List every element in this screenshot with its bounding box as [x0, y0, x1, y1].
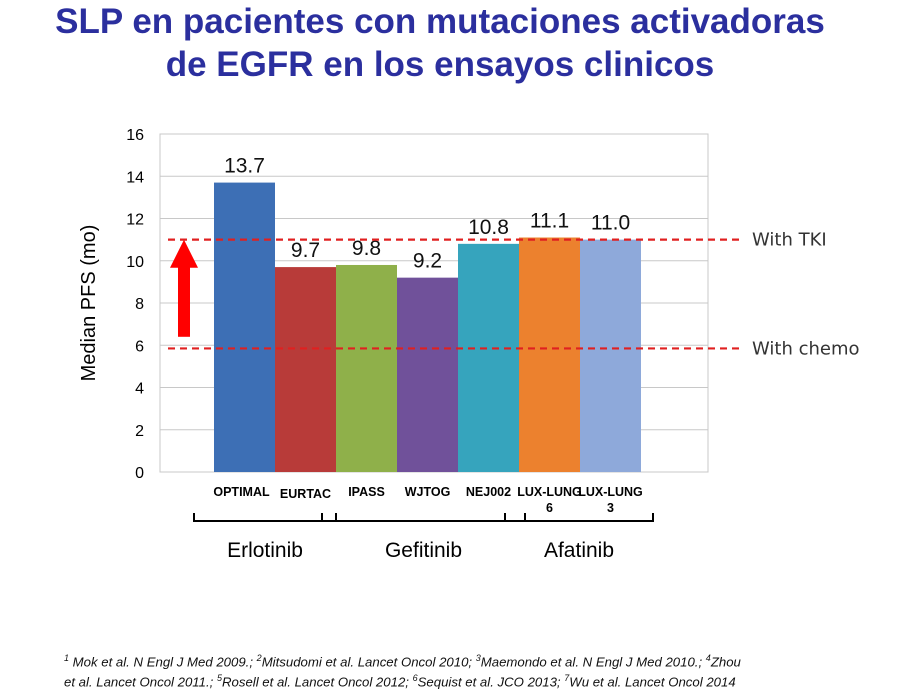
pfs-bar-chart: 0 2 4 6 8 10 12 14 16 Median PFS (mo) 13.7 9.7 9.8 9.… — [78, 127, 860, 562]
y-tick-label: 14 — [126, 169, 144, 186]
bar-value-label: 9.8 — [352, 237, 381, 260]
improvement-arrow-shaft — [178, 265, 190, 337]
footnote-ref-number: 7 — [564, 673, 570, 684]
group-bracket — [321, 513, 526, 522]
footnote-citation: Sequist et al. JCO 2013; — [417, 674, 565, 690]
footnote-citation: et al. Lancet Oncol 2011.; — [64, 674, 217, 690]
group-label: Erlotinib — [227, 539, 303, 562]
y-tick-label: 12 — [126, 212, 144, 229]
footnote-citation: Mok et al. N Engl J Med 2009.; — [69, 654, 257, 670]
x-category-label: WJTOG — [405, 485, 451, 499]
title-line-1: SLP en pacientes con mutaciones activado… — [55, 2, 825, 41]
footnote-citation: Rosell et al. Lancet Oncol 2012; — [222, 674, 413, 690]
x-category-label: OPTIMAL — [213, 485, 270, 499]
reference-line-label: With chemo — [752, 338, 860, 359]
y-tick-label: 8 — [135, 296, 144, 313]
bar-eurtac — [275, 267, 336, 472]
footnote-citation: Maemondo et al. N Engl J Med 2010.; — [480, 654, 706, 670]
y-tick-label: 6 — [135, 338, 144, 355]
footnote-citation: Mitsudomi et al. Lancet Oncol 2010; — [261, 654, 476, 670]
footnote-ref-number: 1 — [64, 653, 70, 663]
y-tick-label: 16 — [126, 127, 144, 144]
bar-value-label: 10.8 — [468, 216, 509, 239]
x-category-label: 6 — [546, 501, 553, 515]
y-tick-label: 10 — [126, 254, 144, 271]
bar-value-label: 9.7 — [291, 239, 320, 262]
footnote-ref-number: 4 — [705, 653, 711, 663]
group-bracket — [193, 513, 337, 522]
y-tick-label: 0 — [135, 465, 144, 482]
bar-optimal — [214, 182, 275, 472]
x-category-label: LUX-LUNG — [517, 485, 582, 499]
group-label: Afatinib — [544, 539, 614, 562]
x-category-label: 3 — [607, 501, 614, 515]
slide-title: SLP en pacientes con mutaciones activado… — [0, 0, 880, 86]
footnote-ref-number: 2 — [256, 653, 262, 663]
footnote-line-1: 1 Mok et al. N Engl J Med 2009.; 2Mitsud… — [64, 650, 894, 670]
title-line-2: de EGFR en los ensayos clinicos — [165, 45, 715, 84]
group-bracket — [504, 513, 654, 522]
footnote-line-2: et al. Lancet Oncol 2011.; 5Rosell et al… — [64, 670, 894, 690]
bar-value-label: 13.7 — [224, 155, 265, 178]
bar-nej002 — [458, 243, 519, 472]
x-category-label: IPASS — [348, 485, 385, 499]
bar-lux-lung-6 — [519, 237, 580, 472]
footnote-ref-number: 5 — [216, 673, 222, 684]
bar-value-label: 9.2 — [413, 250, 442, 273]
x-category-label: EURTAC — [280, 487, 331, 501]
footnote-citation: Wu et al. Lancet Oncol 2014 — [569, 674, 736, 690]
y-tick-label: 2 — [135, 423, 144, 440]
footnote-ref-number: 6 — [412, 673, 418, 684]
bar-ipass — [336, 264, 397, 472]
reference-line-label: With TKI — [752, 230, 827, 251]
improvement-arrow-head — [170, 239, 198, 268]
bar-value-label: 11.1 — [530, 210, 569, 233]
y-axis-label: Median PFS (mo) — [78, 225, 100, 382]
x-category-label: NEJ002 — [466, 485, 511, 499]
footnote-ref-number: 3 — [475, 653, 481, 663]
bar-wjtog — [397, 277, 458, 472]
group-label: Gefitinib — [385, 539, 462, 562]
footnote-references: 1 Mok et al. N Engl J Med 2009.; 2Mitsud… — [64, 650, 894, 691]
bar-lux-lung-3 — [580, 239, 641, 472]
footnote-citation: Zhou — [710, 654, 741, 670]
x-category-label: LUX-LUNG — [578, 485, 643, 499]
y-tick-label: 4 — [135, 381, 144, 398]
bar-value-label: 11.0 — [591, 212, 630, 235]
